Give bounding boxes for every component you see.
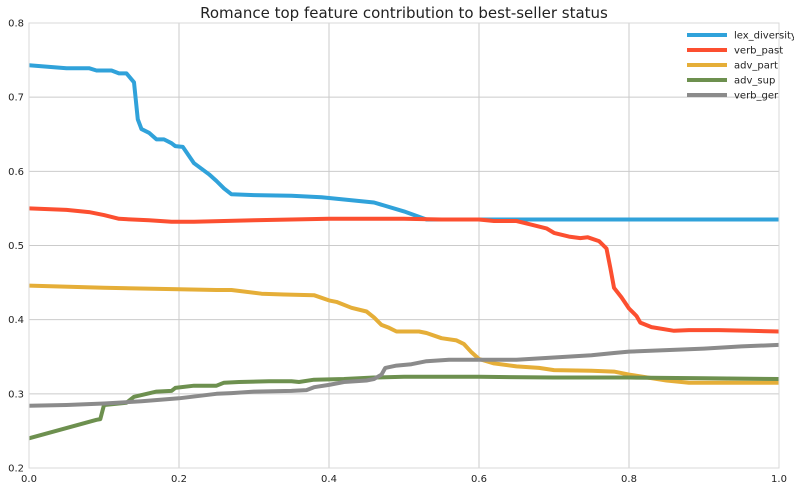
y-tick-label: 0.8 xyxy=(8,19,24,30)
legend-label: verb_ger xyxy=(734,91,779,102)
x-tick-label: 0.8 xyxy=(621,474,637,485)
legend-label: verb_past xyxy=(734,46,783,57)
y-tick-label: 0.3 xyxy=(8,389,24,400)
y-tick-label: 0.6 xyxy=(8,167,24,178)
legend: lex_diversity verb_past adv_part adv_supver… xyxy=(687,31,794,102)
series-group xyxy=(28,63,780,441)
x-tick-label: 0.2 xyxy=(171,474,187,485)
legend-label: adv_part xyxy=(734,61,778,72)
y-tick-label: 0.5 xyxy=(8,241,24,252)
y-axis: 0.2 0.3 0.4 0.5 0.6 0.7 0.8 xyxy=(8,19,24,475)
x-tick-label: 0.6 xyxy=(471,474,487,485)
y-tick-label: 0.7 xyxy=(8,93,24,104)
chart-title: Romance top feature contribution to best… xyxy=(200,4,608,22)
x-tick-label: 0.0 xyxy=(21,474,37,485)
y-tick-label: 0.2 xyxy=(8,464,24,475)
x-tick-label: 0.4 xyxy=(321,474,337,485)
series-line-verb-past xyxy=(28,206,780,334)
plot-frame xyxy=(28,22,780,469)
x-axis: 0.0 0.2 0.4 0.6 0.8 1.0 xyxy=(21,474,787,485)
series-line-adv-part xyxy=(28,283,779,385)
series-line-verb-ger xyxy=(28,342,780,408)
legend-label: lex_diversity xyxy=(734,31,794,42)
legend-label: adv_sup xyxy=(734,76,775,87)
x-tick-label: 1.0 xyxy=(771,474,787,485)
y-tick-label: 0.4 xyxy=(8,315,24,326)
